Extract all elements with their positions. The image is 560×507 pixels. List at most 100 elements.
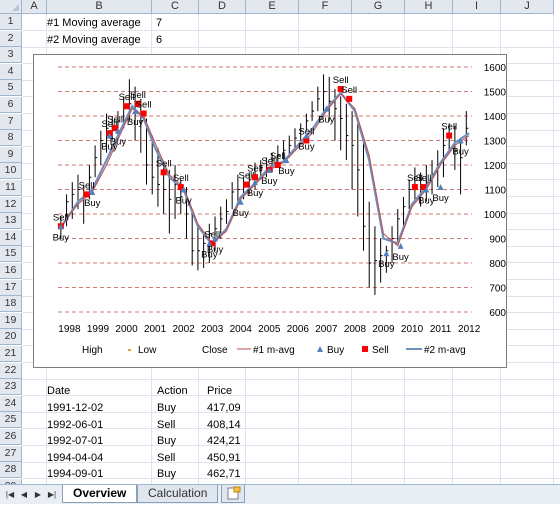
buy-label: Buy [261, 176, 278, 187]
row-header-4[interactable]: 4 [0, 63, 22, 80]
row-header-21[interactable]: 21 [0, 346, 22, 362]
row-header-8[interactable]: 8 [0, 130, 22, 147]
row-header-18[interactable]: 18 [0, 296, 22, 313]
table-header-price[interactable]: Price [207, 385, 233, 397]
table-cell-price[interactable]: 462,71 [207, 468, 241, 481]
table-cell-price[interactable]: 424,21 [207, 435, 241, 448]
tab-overview[interactable]: Overview [62, 485, 138, 503]
row-header-9[interactable]: 9 [0, 146, 22, 163]
row-header-6[interactable]: 6 [0, 97, 22, 113]
gridline-horizontal [22, 445, 560, 446]
x-tick-label: 2001 [144, 324, 167, 335]
column-header-d[interactable]: D [199, 0, 246, 14]
buy-label: Buy [378, 259, 395, 270]
gridline-horizontal [22, 395, 560, 397]
column-header-a[interactable]: A [22, 0, 47, 14]
column-header-f[interactable]: F [299, 0, 352, 14]
table-cell-action[interactable]: Sell [157, 451, 176, 464]
gridline-horizontal [22, 428, 560, 430]
row-header-1[interactable]: 1 [0, 14, 22, 30]
row-header-19[interactable]: 19 [0, 312, 22, 329]
row-header-16[interactable]: 16 [0, 263, 22, 279]
table-cell-action[interactable]: Sell [157, 418, 176, 431]
y-tick-label: 1500 [484, 88, 507, 99]
prev-sheet-icon[interactable]: ◀ [20, 490, 28, 499]
table-cell-price[interactable]: 408,14 [207, 418, 241, 431]
table-header-action[interactable]: Action [157, 385, 188, 397]
table-cell-date[interactable]: 1994-09-01 [47, 468, 104, 481]
row-header-24[interactable]: 24 [0, 395, 22, 412]
param-label-ma2[interactable]: #2 Moving average [47, 34, 141, 46]
table-cell-date[interactable]: 1991-12-02 [47, 402, 104, 414]
column-header-e[interactable]: E [246, 0, 299, 14]
row-header-17[interactable]: 17 [0, 279, 22, 296]
column-header-b[interactable]: B [47, 0, 152, 14]
buy-label: Buy [418, 196, 435, 207]
table-cell-price[interactable]: 450,91 [207, 451, 241, 464]
table-cell-date[interactable]: 1992-06-01 [47, 418, 104, 431]
param-value-ma2[interactable]: 6 [156, 34, 163, 46]
sell-marker [140, 110, 147, 117]
y-tick-label: 900 [489, 235, 506, 246]
table-cell-date[interactable]: 1992-07-01 [47, 435, 104, 448]
param-label-ma1[interactable]: #1 Moving average [47, 17, 141, 29]
table-cell-date[interactable]: 1994-04-04 [47, 451, 104, 464]
price-chart[interactable]: 600 700 800 900 1000 1100 1200 1300 1400 1500 1600… [33, 54, 507, 368]
buy-label: Buy [53, 232, 70, 243]
buy-label: Buy [201, 249, 218, 260]
buy-marker [206, 240, 213, 247]
buy-label: Buy [127, 117, 144, 128]
column-header-i[interactable]: I [453, 0, 501, 14]
column-header-c[interactable]: C [152, 0, 199, 14]
row-header-13[interactable]: 13 [0, 213, 22, 230]
row-header-23[interactable]: 23 [0, 379, 22, 396]
sell-marker [274, 162, 281, 168]
buy-marker [283, 157, 290, 164]
table-header-date[interactable]: Date [47, 385, 71, 397]
row-header-5[interactable]: 5 [0, 80, 22, 97]
row-header-2[interactable]: 2 [0, 30, 22, 47]
first-sheet-icon[interactable]: |◀ [5, 490, 15, 499]
ma1-line [60, 93, 470, 247]
next-sheet-icon[interactable]: ▶ [34, 490, 42, 499]
row-header-27[interactable]: 27 [0, 445, 22, 462]
x-tick-label: 2000 [115, 324, 138, 335]
buy-label: Buy [247, 188, 264, 199]
row-header-3[interactable]: 3 [0, 47, 22, 64]
sell-label: Sell [239, 171, 255, 182]
legend-label: #1 m-avg [253, 345, 295, 356]
row-header-15[interactable]: 15 [0, 246, 22, 263]
sell-label: Sell [156, 158, 172, 169]
tab-calculation[interactable]: Calculation [137, 485, 219, 503]
table-cell-price[interactable]: 417,09 [207, 402, 241, 414]
sell-label: Sell [119, 92, 135, 103]
row-header-22[interactable]: 22 [0, 362, 22, 379]
param-value-ma1[interactable]: 7 [156, 17, 163, 29]
gridline-horizontal [22, 46, 560, 48]
select-all-corner[interactable] [0, 0, 22, 14]
row-header-14[interactable]: 14 [0, 229, 22, 246]
last-sheet-icon[interactable]: ▶| [47, 490, 57, 499]
row-header-29[interactable]: 29 [0, 478, 22, 484]
row-header-25[interactable]: 25 [0, 412, 22, 429]
row-header-28[interactable]: 28 [0, 462, 22, 479]
row-header-20[interactable]: 20 [0, 329, 22, 346]
sell-label: Sell [101, 119, 117, 130]
column-header-h[interactable]: H [405, 0, 453, 14]
row-header-11[interactable]: 11 [0, 180, 22, 196]
insert-sheet-icon[interactable] [221, 485, 245, 503]
column-header-g[interactable]: G [352, 0, 405, 14]
row-header-10[interactable]: 10 [0, 163, 22, 180]
row-header-7[interactable]: 7 [0, 113, 22, 130]
row-header-12[interactable]: 12 [0, 196, 22, 213]
table-cell-action[interactable]: Buy [157, 468, 176, 481]
gridline-vertical [553, 14, 554, 484]
table-cell-action[interactable]: Buy [157, 435, 176, 448]
column-header-j[interactable]: J [501, 0, 554, 14]
buy-marker [114, 127, 121, 134]
table-cell-action[interactable]: Buy [157, 402, 176, 414]
row-header-26[interactable]: 26 [0, 429, 22, 445]
x-tick-label: 2004 [230, 324, 253, 335]
x-tick-label: 2007 [315, 324, 338, 335]
